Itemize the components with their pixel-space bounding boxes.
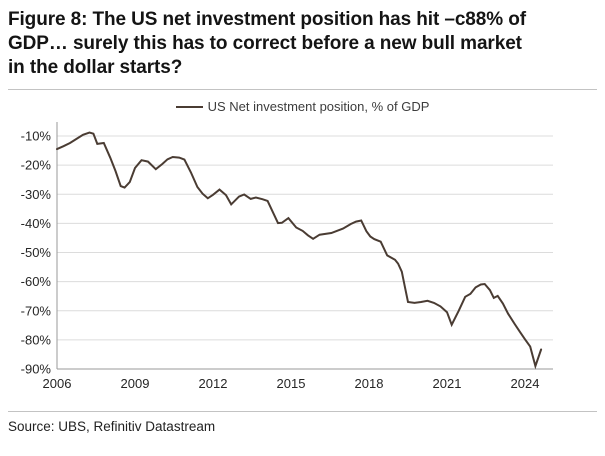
y-tick-label: -30%: [21, 187, 52, 202]
y-tick-label: -90%: [21, 362, 52, 377]
series-line: [56, 131, 543, 370]
x-tick-label: 2021: [433, 376, 462, 391]
chart-area: -10% -20% -30% -40% -50% -60% -70% -80% -90% 2006…: [0, 90, 605, 395]
title-divider: [8, 89, 597, 90]
y-tick-label: -70%: [21, 303, 52, 318]
figure-title-line-1: Figure 8: The US net investment position…: [8, 9, 526, 30]
y-tick-label: -60%: [21, 274, 52, 289]
chart-legend: US Net investment position, % of GDP: [0, 99, 605, 114]
y-tick-label: -10%: [21, 129, 52, 144]
x-tick-label: 2006: [43, 376, 72, 391]
legend-label: US Net investment position, % of GDP: [207, 99, 430, 114]
x-tick-label: 2024: [511, 376, 540, 391]
x-tick-label: 2018: [355, 376, 384, 391]
y-tick-label: -80%: [21, 332, 52, 347]
figure-title: Figure 8: The US net investment position…: [0, 0, 605, 80]
source-note: Source: UBS, Refinitiv Datastream: [8, 419, 216, 434]
x-tick-label: 2015: [277, 376, 306, 391]
source-divider: [8, 411, 597, 412]
x-tick-label: 2012: [199, 376, 228, 391]
y-tick-label: -20%: [21, 158, 52, 173]
figure-title-line-2: GDP… surely this has to correct before a…: [8, 33, 522, 54]
x-tick-label: 2009: [121, 376, 150, 391]
figure-title-line-3: in the dollar starts?: [8, 57, 183, 78]
y-tick-label: -40%: [21, 216, 52, 231]
y-tick-label: -50%: [21, 245, 52, 260]
legend-line-swatch: [175, 105, 203, 108]
niip-line-chart: -10% -20% -30% -40% -50% -60% -70% -80% -90%2006…: [21, 122, 553, 391]
